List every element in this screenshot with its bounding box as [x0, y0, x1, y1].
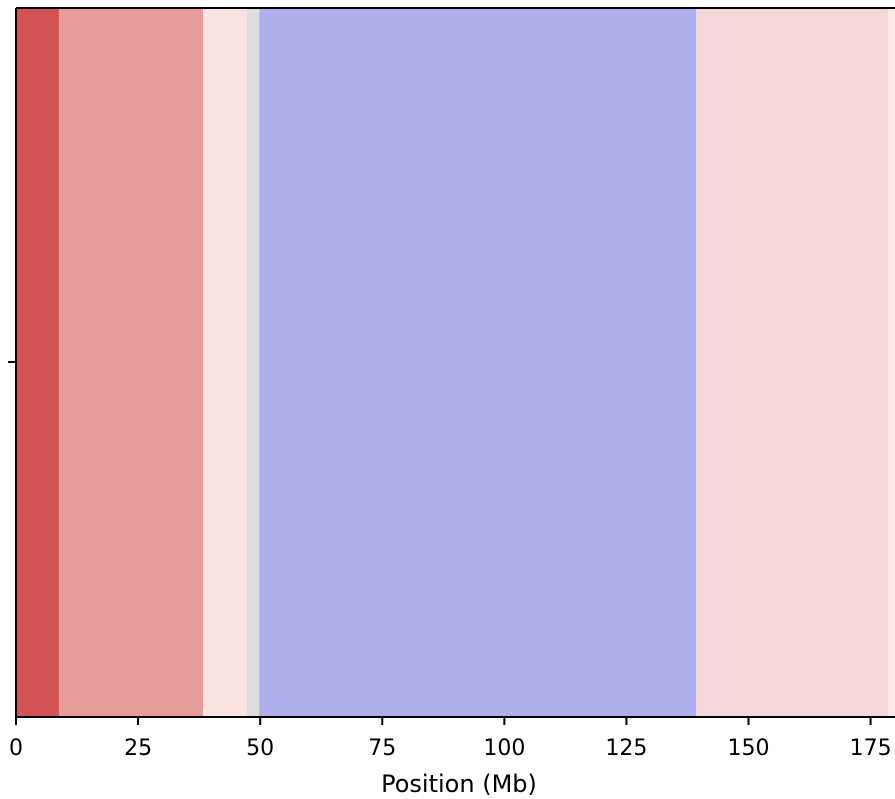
heatmap-segment-4: [259, 8, 697, 717]
heatmap-segment-0: [16, 8, 59, 717]
heatmap-segment-6: [888, 8, 895, 717]
x-tick-label: 50: [246, 736, 274, 761]
x-tick-label: 0: [9, 736, 23, 761]
heatmap-segment-5: [696, 8, 889, 717]
x-tick-label: 75: [368, 736, 396, 761]
heatmap-segment-1: [58, 8, 204, 717]
x-tick-label: 25: [124, 736, 152, 761]
x-tick-label: 175: [850, 736, 892, 761]
x-ticks: 0 25 50 75 100 125 150 175: [9, 717, 892, 761]
x-axis-label: Position (Mb): [381, 770, 537, 798]
heatmap-segment-3: [246, 8, 260, 717]
x-tick-label: 100: [483, 736, 525, 761]
heatmap-segments: [16, 8, 895, 717]
x-tick-label: 125: [605, 736, 647, 761]
x-tick-label: 150: [728, 736, 770, 761]
heatmap-segment-2: [203, 8, 247, 717]
